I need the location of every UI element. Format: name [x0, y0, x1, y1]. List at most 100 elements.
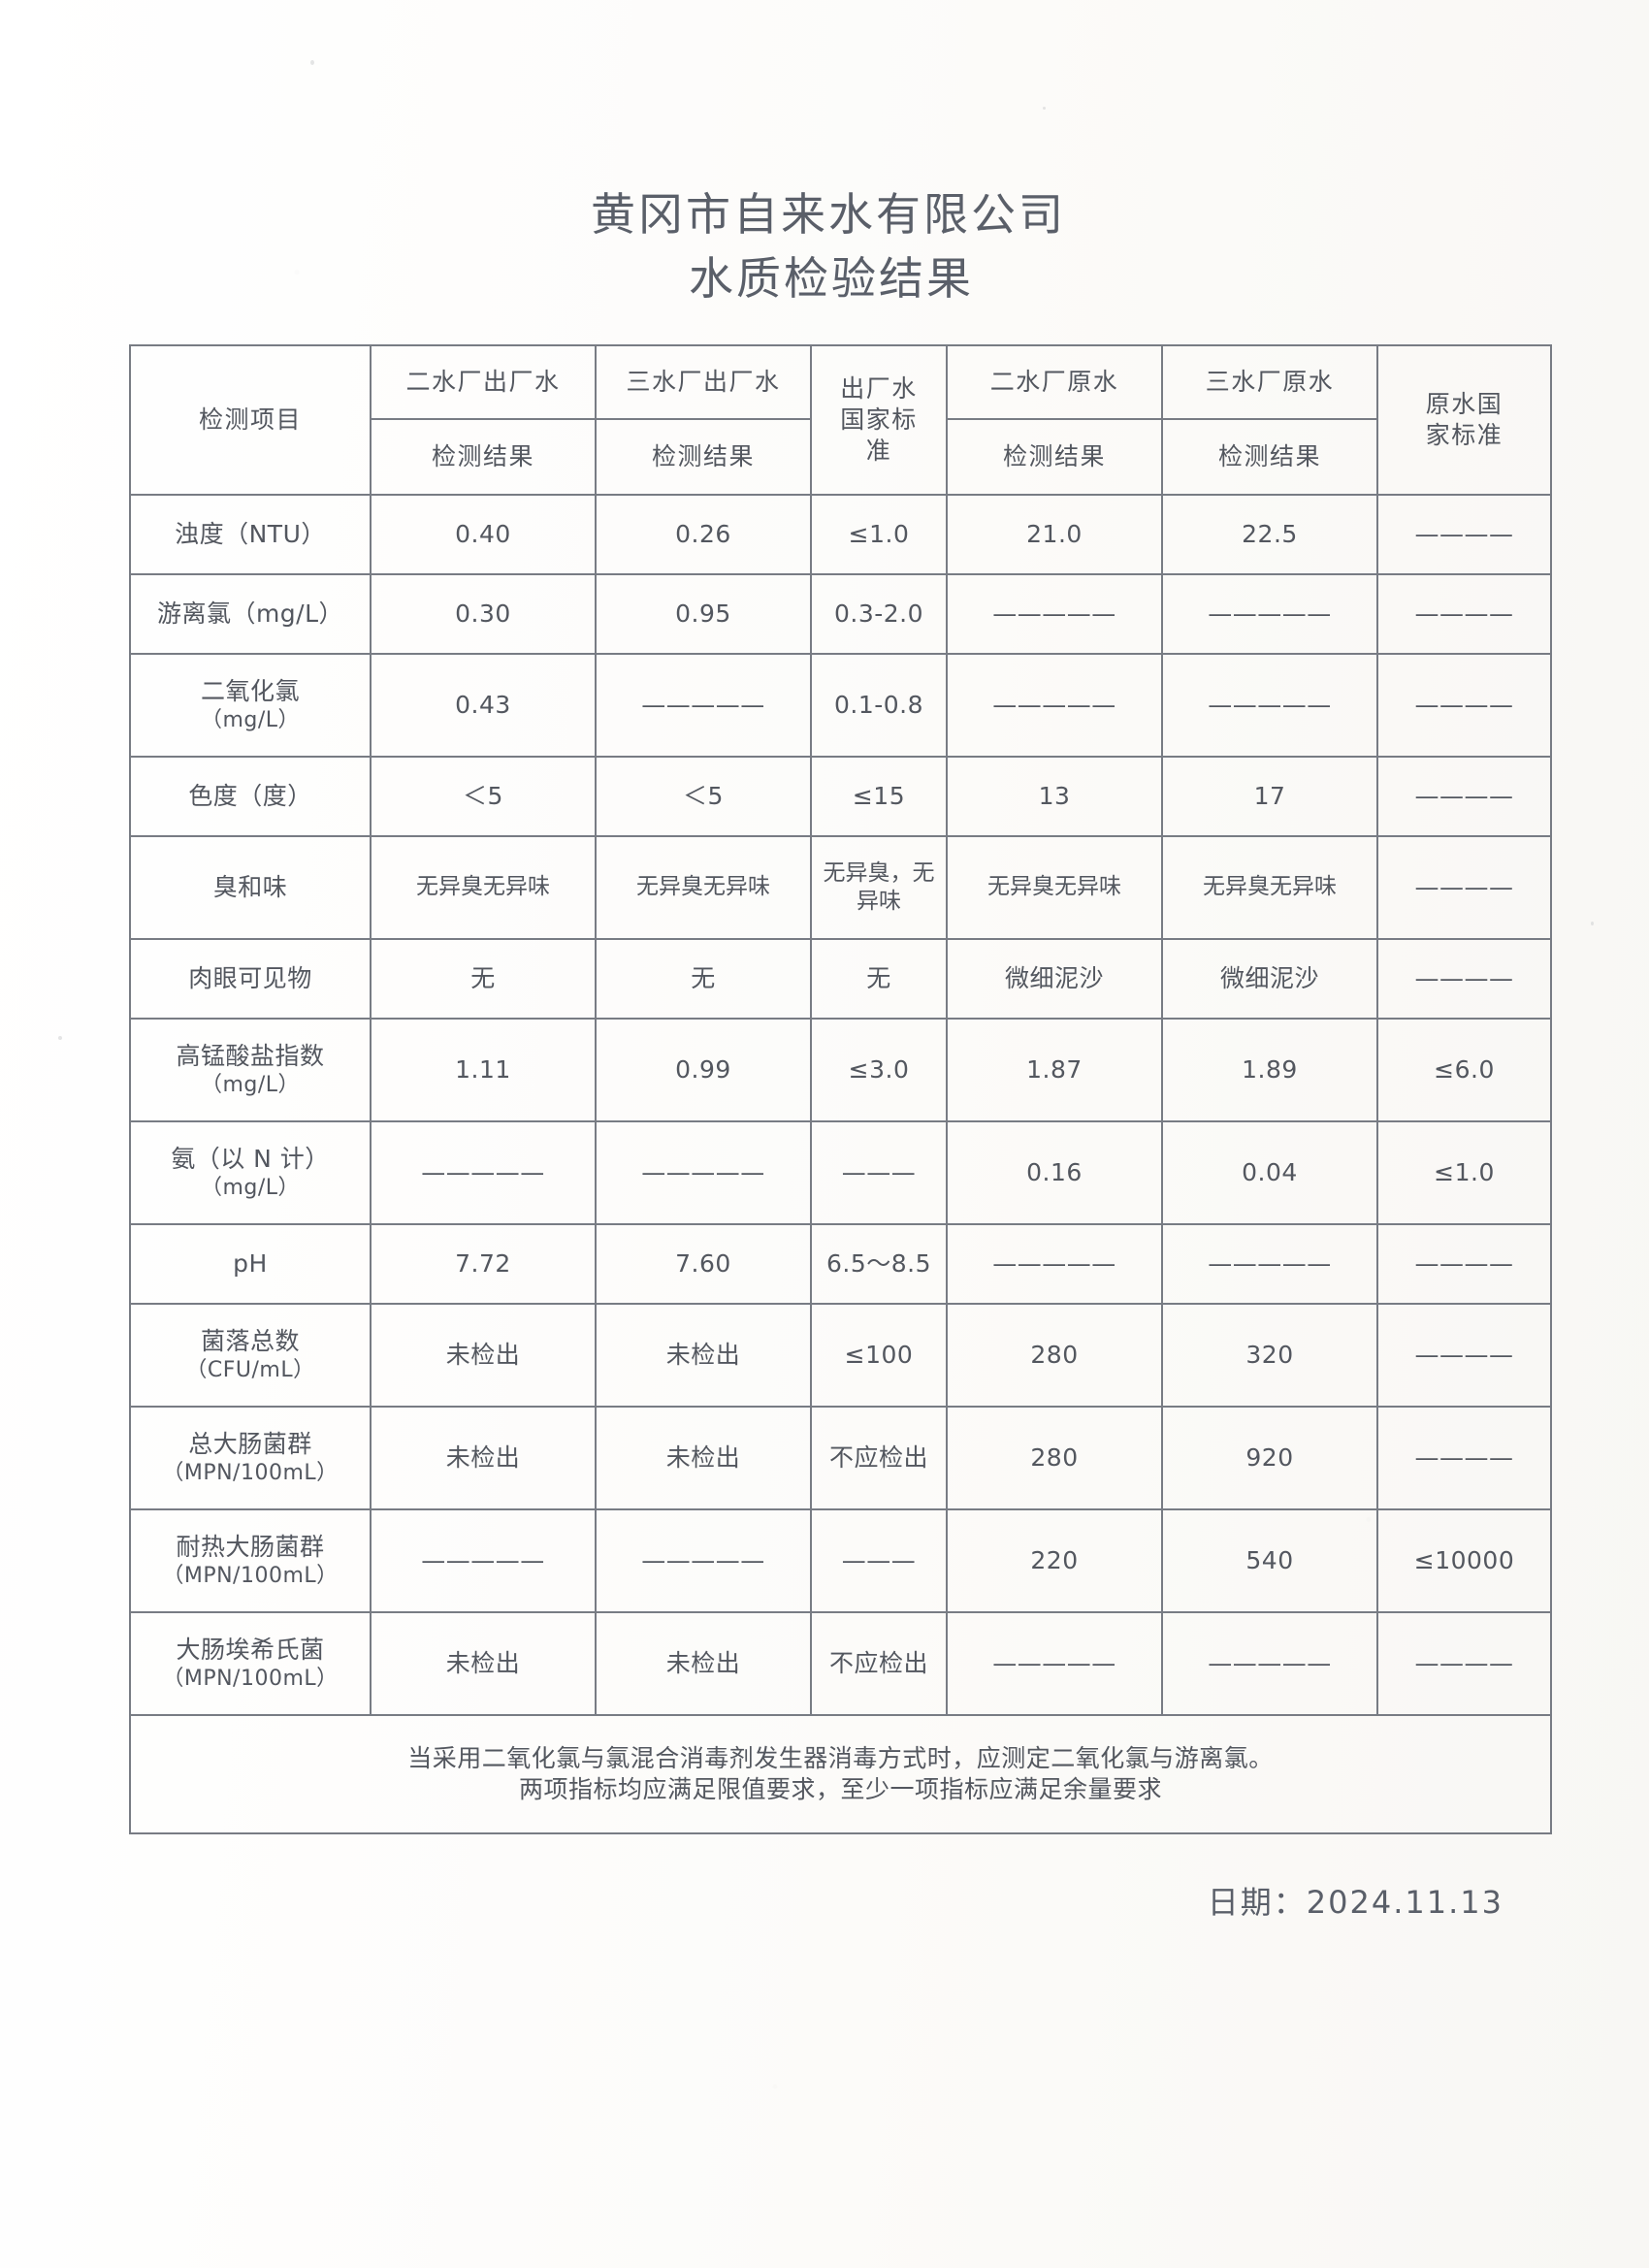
table-header-row-top: 检测项目 二水厂出厂水 三水厂出厂水 出厂水 国家标 准 二水厂原水 三水厂原水…: [129, 344, 1552, 496]
header-group-outlet-national-standard: 出厂水 国家标 准: [810, 344, 948, 496]
table-row: 氨（以 N 计） （mg/L） ————— ————— ——— 0.16 0.0…: [129, 1120, 1552, 1225]
cell-plant2-raw: —————: [946, 653, 1163, 758]
row-item-label: 大肠埃希氏菌 （MPN/100mL）: [129, 1611, 372, 1716]
cell-plant3-outlet: 无异臭无异味: [595, 835, 812, 940]
table-row: 耐热大肠菌群 （MPN/100mL） ————— ————— ——— 220 5…: [129, 1508, 1552, 1613]
cell-plant2-outlet: 1.11: [370, 1018, 597, 1122]
cell-raw-standard: ≤1.0: [1376, 1120, 1552, 1225]
table-row: 二氧化氯 （mg/L） 0.43 ————— 0.1-0.8 ————— ———…: [129, 653, 1552, 758]
row-item-unit: （mg/L）: [200, 707, 301, 732]
cell-plant3-outlet: 7.60: [595, 1223, 812, 1305]
cell-plant2-outlet: —————: [370, 1120, 597, 1225]
cell-raw-standard: ————: [1376, 573, 1552, 655]
cell-outlet-standard: 0.1-0.8: [810, 653, 948, 758]
cell-plant2-raw: 0.16: [946, 1120, 1163, 1225]
cell-plant3-outlet: ＜5: [595, 756, 812, 837]
cell-plant2-outlet: 未检出: [370, 1406, 597, 1510]
cell-outlet-standard: ≤1.0: [810, 494, 948, 575]
row-item-name: 耐热大肠菌群: [176, 1532, 325, 1561]
row-item-unit: （MPN/100mL）: [162, 1460, 339, 1485]
row-item-name: 大肠埃希氏菌: [176, 1635, 325, 1664]
cell-plant3-raw: 17: [1161, 756, 1378, 837]
scan-speck: [58, 1036, 62, 1040]
row-item-label: 二氧化氯 （mg/L）: [129, 653, 372, 758]
cell-plant3-raw: —————: [1161, 1611, 1378, 1716]
row-item-label: 浊度（NTU）: [129, 494, 372, 575]
row-item-unit: （CFU/mL）: [185, 1357, 315, 1382]
cell-plant3-raw: 320: [1161, 1303, 1378, 1408]
cell-plant2-outlet: 无: [370, 938, 597, 1020]
raw-std-line1: 原水国: [1425, 390, 1504, 418]
row-item-label: 总大肠菌群 （MPN/100mL）: [129, 1406, 372, 1510]
footnote-line-2: 两项指标均应满足限值要求，至少一项指标应满足余量要求: [518, 1775, 1162, 1803]
cell-plant3-raw: 920: [1161, 1406, 1378, 1510]
cell-plant2-outlet: 7.72: [370, 1223, 597, 1305]
cell-plant3-raw: 无异臭无异味: [1161, 835, 1378, 940]
cell-raw-standard: ————: [1376, 756, 1552, 837]
cell-outlet-standard: ≤15: [810, 756, 948, 837]
row-item-label: 高锰酸盐指数 （mg/L）: [129, 1018, 372, 1122]
table-row: 高锰酸盐指数 （mg/L） 1.11 0.99 ≤3.0 1.87 1.89 ≤…: [129, 1018, 1552, 1122]
row-item-unit: （mg/L）: [200, 1072, 301, 1097]
cell-plant3-outlet: 未检出: [595, 1611, 812, 1716]
table-row: pH 7.72 7.60 6.5～8.5 ————— ————— ————: [129, 1223, 1552, 1305]
cell-plant2-outlet: ＜5: [370, 756, 597, 837]
row-item-name: 菌落总数: [200, 1326, 300, 1355]
scan-speck: [310, 60, 314, 65]
cell-outlet-standard: 6.5～8.5: [810, 1223, 948, 1305]
table-row: 色度（度） ＜5 ＜5 ≤15 13 17 ————: [129, 756, 1552, 837]
cell-outlet-standard: 不应检出: [810, 1611, 948, 1716]
row-item-label: pH: [129, 1223, 372, 1305]
cell-plant3-outlet: —————: [595, 1508, 812, 1613]
table-header-row-sub: 检测结果 检测结果 检测结果 检测结果: [130, 418, 1551, 496]
header-group-plant3-raw: 三水厂原水: [1161, 344, 1378, 420]
cell-plant2-raw: 1.87: [946, 1018, 1163, 1122]
header-sub-result-plant3-outlet: 检测结果: [595, 418, 812, 496]
header-group-raw-national-standard: 原水国 家标准: [1376, 344, 1552, 496]
cell-raw-standard: ————: [1376, 938, 1552, 1020]
row-item-label: 菌落总数 （CFU/mL）: [129, 1303, 372, 1408]
footnote-line-1: 当采用二氧化氯与氯混合消毒剂发生器消毒方式时，应测定二氧化氯与游离氯。: [407, 1744, 1274, 1772]
header-item-column: 检测项目: [129, 344, 372, 496]
row-item-label: 色度（度）: [129, 756, 372, 837]
cell-raw-standard: ————: [1376, 494, 1552, 575]
cell-plant3-raw: —————: [1161, 653, 1378, 758]
cell-plant3-outlet: 无: [595, 938, 812, 1020]
cell-plant3-outlet: 未检出: [595, 1406, 812, 1510]
table-row: 浊度（NTU） 0.40 0.26 ≤1.0 21.0 22.5 ————: [129, 494, 1552, 575]
header-sub-result-plant2-outlet: 检测结果: [370, 418, 597, 496]
cell-outlet-standard: ≤100: [810, 1303, 948, 1408]
document-title-block: 黄冈市自来水有限公司 水质检验结果: [0, 182, 1649, 310]
cell-plant2-raw: 13: [946, 756, 1163, 837]
cell-raw-standard: ————: [1376, 1303, 1552, 1408]
cell-plant2-raw: 280: [946, 1406, 1163, 1510]
cell-raw-standard: ≤6.0: [1376, 1018, 1552, 1122]
row-item-label: 氨（以 N 计） （mg/L）: [129, 1120, 372, 1225]
cell-plant2-outlet: 无异臭无异味: [370, 835, 597, 940]
row-item-unit: （mg/L）: [200, 1175, 301, 1200]
outlet-std-line2: 国家标: [840, 405, 918, 434]
cell-plant3-raw: —————: [1161, 573, 1378, 655]
cell-raw-standard: ————: [1376, 1406, 1552, 1510]
cell-plant3-raw: 22.5: [1161, 494, 1378, 575]
cell-plant3-outlet: 0.95: [595, 573, 812, 655]
cell-plant2-raw: 21.0: [946, 494, 1163, 575]
table-row: 游离氯（mg/L） 0.30 0.95 0.3-2.0 ————— ————— …: [129, 573, 1552, 655]
cell-plant2-outlet: 0.30: [370, 573, 597, 655]
table-row: 肉眼可见物 无 无 无 微细泥沙 微细泥沙 ————: [129, 938, 1552, 1020]
scan-speck: [1591, 922, 1594, 925]
cell-plant3-raw: —————: [1161, 1223, 1378, 1305]
row-item-unit: （MPN/100mL）: [162, 1666, 339, 1691]
cell-plant3-outlet: —————: [595, 653, 812, 758]
cell-plant2-raw: 无异臭无异味: [946, 835, 1163, 940]
cell-outlet-standard: 无: [810, 938, 948, 1020]
row-item-name: 氨（以 N 计）: [171, 1144, 330, 1173]
raw-std-line2: 家标准: [1425, 421, 1504, 449]
cell-plant3-raw: 0.04: [1161, 1120, 1378, 1225]
cell-plant2-raw: 220: [946, 1508, 1163, 1613]
cell-raw-standard: ≤10000: [1376, 1508, 1552, 1613]
header-sub-result-plant3-raw: 检测结果: [1161, 418, 1378, 496]
header-group-plant3-outlet: 三水厂出厂水: [595, 344, 812, 420]
cell-plant2-outlet: 未检出: [370, 1611, 597, 1716]
row-item-name: 总大肠菌群: [188, 1429, 312, 1458]
